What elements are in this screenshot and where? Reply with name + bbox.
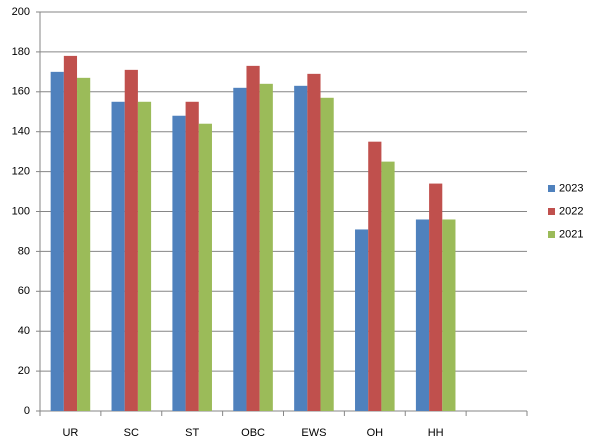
bar bbox=[111, 101, 125, 412]
y-tick-label: 100 bbox=[12, 205, 30, 217]
y-tick-label: 180 bbox=[12, 46, 30, 58]
bar bbox=[198, 123, 212, 411]
bar bbox=[233, 87, 247, 411]
x-tick-label: ST bbox=[185, 427, 199, 439]
bar bbox=[172, 115, 186, 412]
legend-swatch bbox=[548, 208, 555, 215]
legend-label: 2021 bbox=[559, 228, 583, 240]
bar bbox=[429, 183, 443, 411]
legend-swatch bbox=[548, 231, 555, 238]
bar bbox=[442, 219, 456, 411]
bar bbox=[368, 141, 382, 412]
bar bbox=[294, 85, 308, 411]
legend-label: 2023 bbox=[559, 182, 583, 194]
y-tick-label: 160 bbox=[12, 86, 30, 98]
bar bbox=[415, 219, 430, 411]
bar bbox=[381, 161, 395, 411]
x-tick-label: OBC bbox=[241, 427, 265, 439]
bar bbox=[307, 73, 321, 411]
y-tick-label: 200 bbox=[12, 6, 30, 18]
y-tick-label: 120 bbox=[12, 166, 30, 178]
bar bbox=[259, 83, 273, 411]
legend-label: 2022 bbox=[559, 205, 583, 217]
x-tick-label: OH bbox=[367, 427, 384, 439]
bar bbox=[355, 229, 369, 411]
bar bbox=[63, 55, 78, 411]
x-tick-label: HH bbox=[428, 427, 444, 439]
bar bbox=[77, 77, 91, 412]
bar bbox=[137, 101, 152, 412]
y-tick-label: 60 bbox=[18, 285, 30, 297]
legend-swatch bbox=[548, 185, 555, 192]
y-tick-label: 0 bbox=[24, 405, 30, 417]
x-tick-label: EWS bbox=[301, 427, 326, 439]
bar bbox=[246, 65, 260, 412]
bar bbox=[185, 101, 199, 412]
y-tick-label: 80 bbox=[18, 245, 30, 257]
x-tick-label: SC bbox=[124, 427, 139, 439]
bar bbox=[124, 69, 138, 411]
x-tick-label: UR bbox=[62, 427, 78, 439]
bar bbox=[320, 97, 334, 411]
y-tick-label: 140 bbox=[12, 126, 30, 138]
y-tick-label: 40 bbox=[18, 325, 30, 337]
y-tick-label: 20 bbox=[18, 365, 30, 377]
bar bbox=[50, 71, 64, 411]
